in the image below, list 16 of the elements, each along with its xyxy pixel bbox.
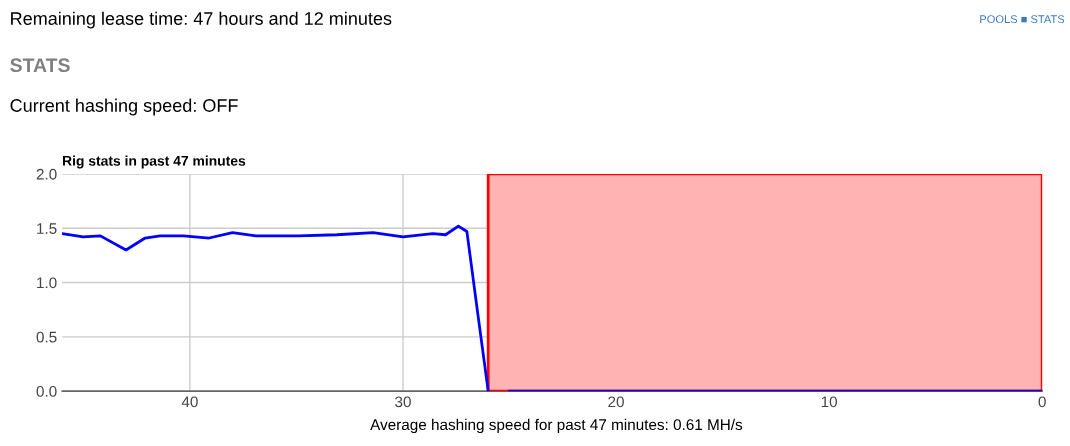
x-tick-label: 10	[821, 396, 838, 408]
y-tick-label: 1.5	[37, 223, 57, 234]
y-tick-label: 0.0	[36, 386, 57, 397]
text: POOLS ■ STATS	[980, 15, 1065, 24]
x-tick-label: 30	[395, 396, 411, 408]
x-tick-label: 20	[608, 396, 624, 408]
y-tick-label: 2.0	[36, 168, 57, 180]
chart-title: Rig stats in past 47 minutes	[62, 155, 246, 169]
y-tick-label: 1.0	[37, 277, 57, 289]
text: Average hashing speed for past 47 minutes: 0.61 MH/s	[370, 418, 743, 434]
x-tick-label: 0	[1038, 396, 1046, 408]
text: Current hashing speed: OFF	[10, 98, 238, 116]
y-tick-label: 0.5	[36, 331, 57, 343]
text: STATS	[10, 58, 70, 73]
text: Remaining lease time: 47 hours and 12 minutes	[11, 11, 392, 29]
x-tick-label: 40	[181, 396, 198, 408]
